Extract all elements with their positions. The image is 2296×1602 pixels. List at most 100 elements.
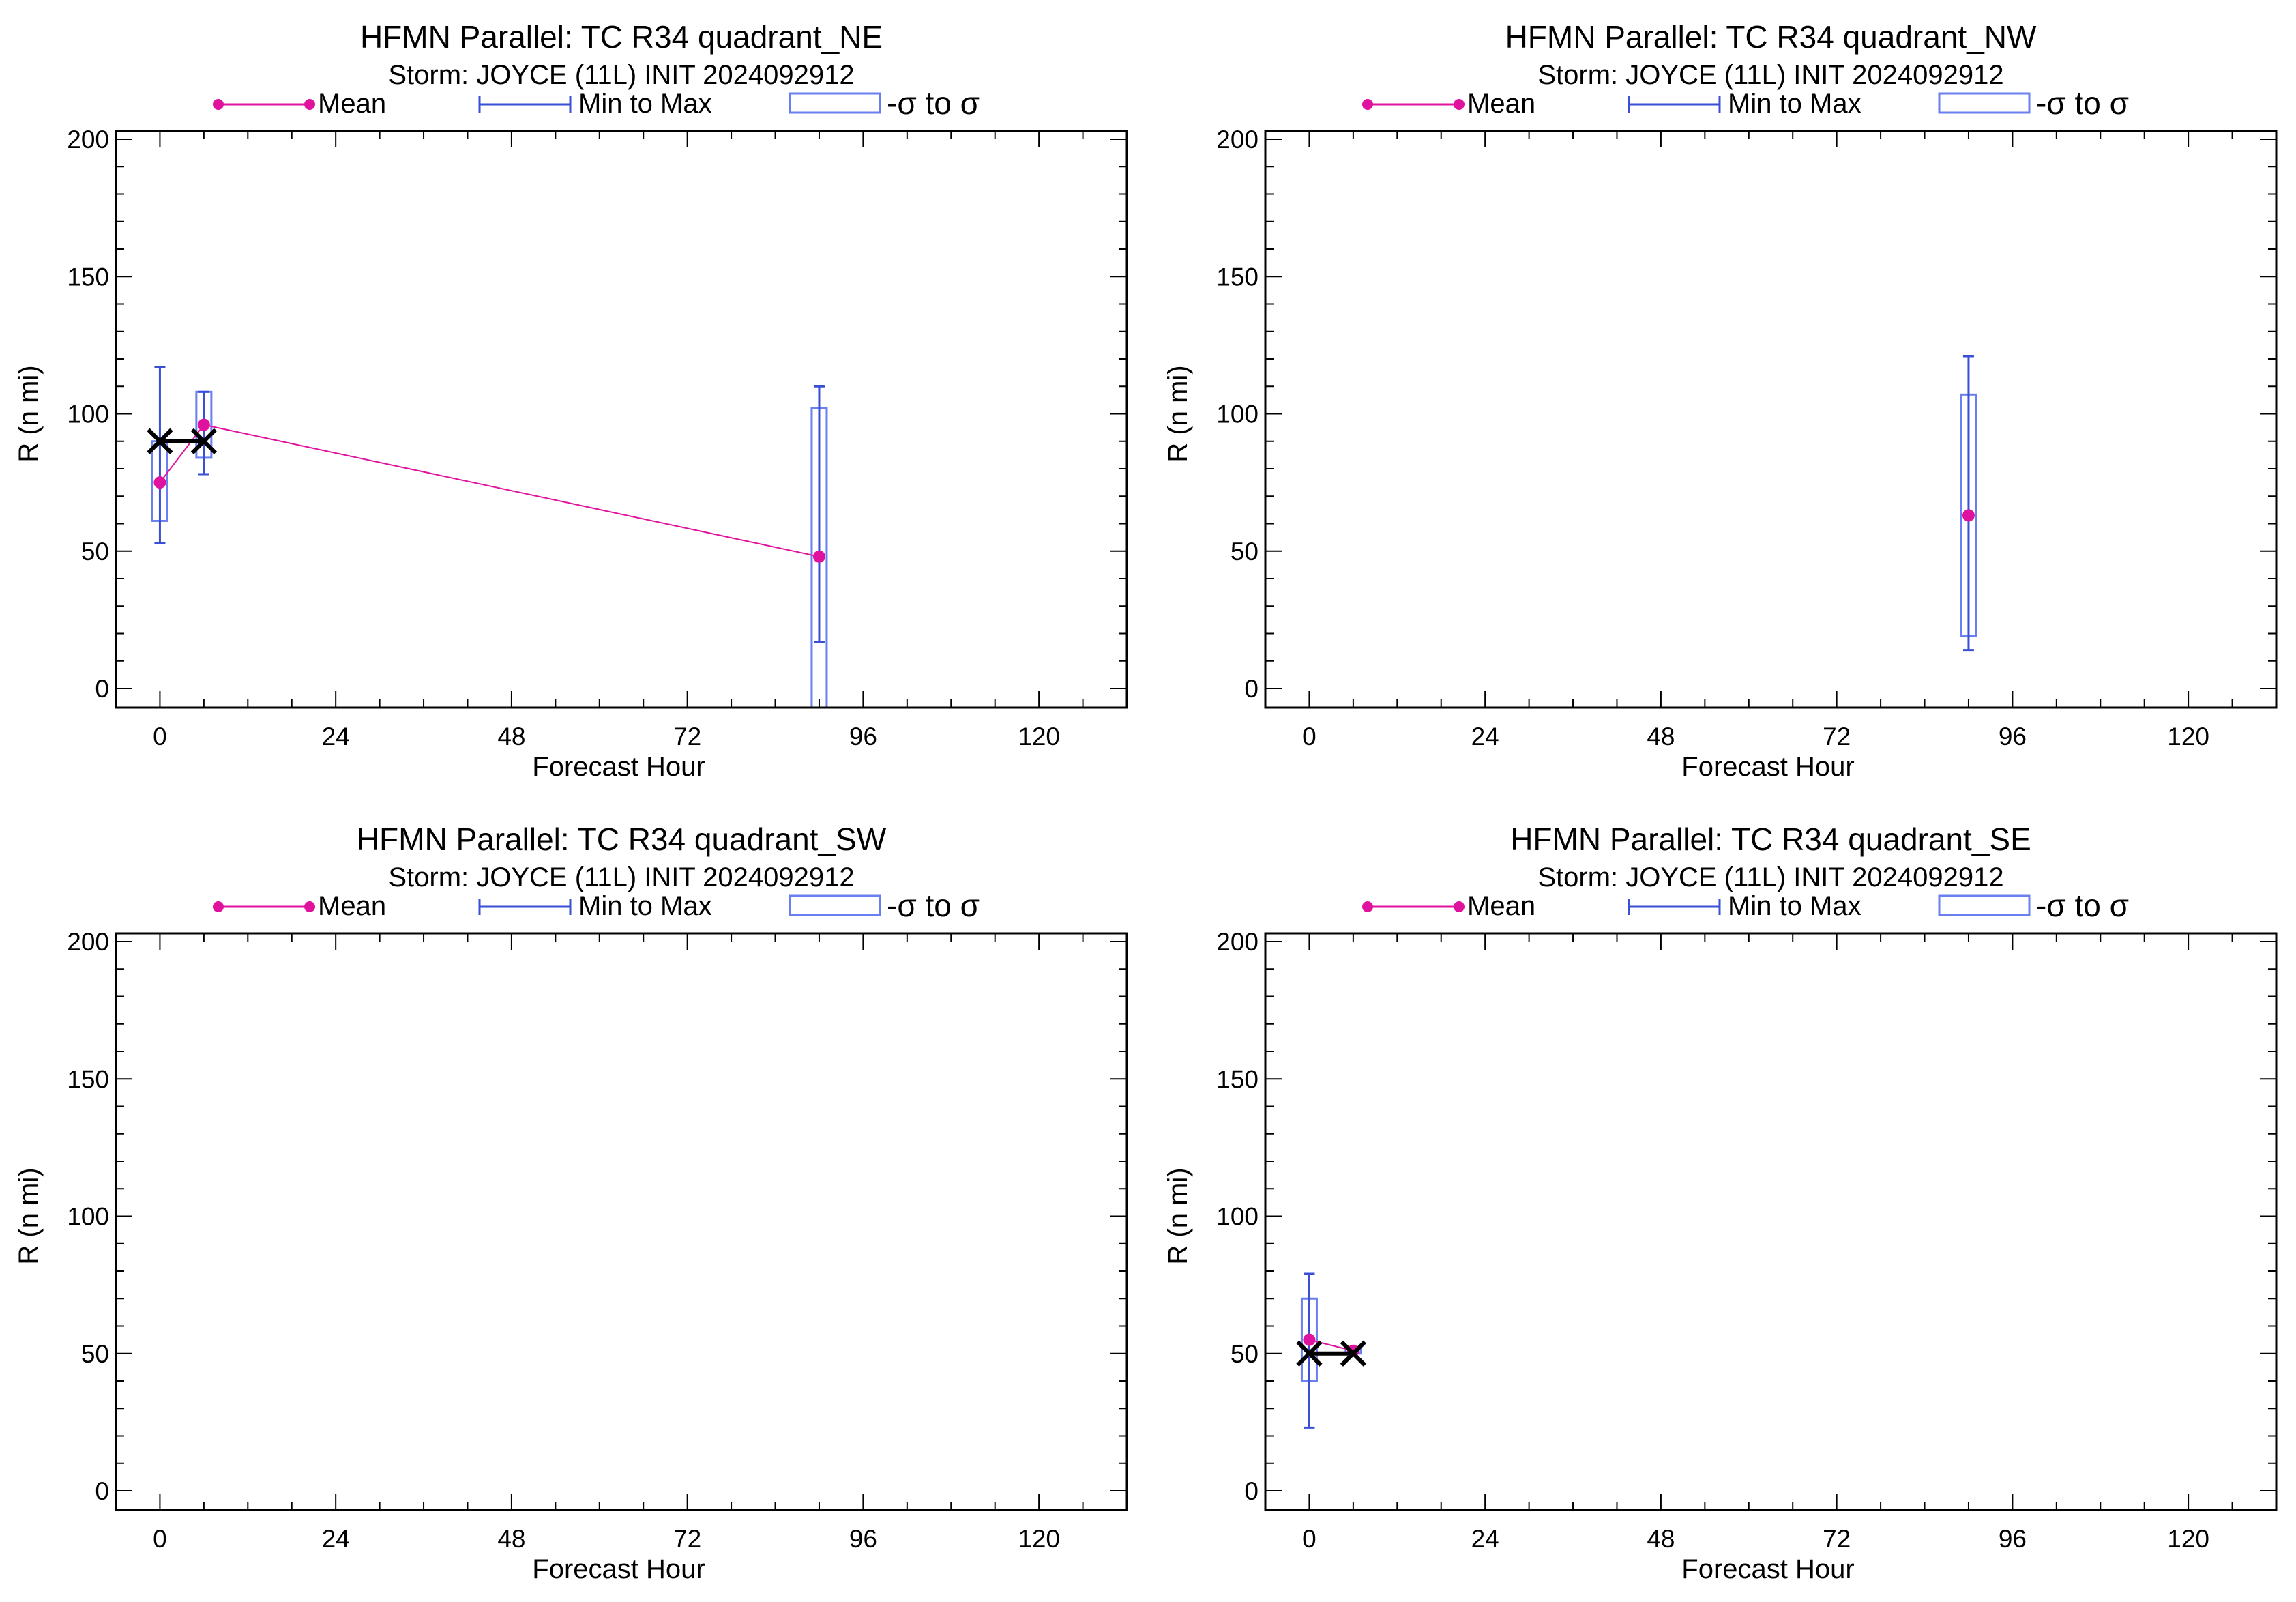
y-tick-label: 50 — [1231, 538, 1259, 566]
y-tick-label: 150 — [1216, 1065, 1259, 1093]
chart-panel-4: HFMN Parallel: TC R34 quadrant_SE Storm: … — [1163, 821, 2278, 1584]
best-track-marker-1 — [190, 428, 217, 454]
legend: Mean Min to Max -σ to σ — [1362, 85, 2129, 121]
plot-frame — [1264, 932, 2278, 1511]
x-axis-label: Forecast Hour — [532, 1554, 705, 1584]
legend-mean-dot-left — [1362, 901, 1373, 912]
x-tick-label: 96 — [849, 723, 877, 751]
mean-point-0 — [1962, 509, 1975, 522]
y-tick-label: 200 — [67, 126, 109, 154]
legend-sigma-box — [789, 894, 881, 916]
legend: Mean Min to Max -σ to σ — [213, 85, 980, 121]
y-tick-label: 0 — [1244, 1477, 1259, 1505]
y-tick-label: 100 — [1216, 1203, 1259, 1231]
legend-mean-dot-left — [1362, 99, 1373, 110]
legend-minmax-label: Min to Max — [578, 89, 712, 119]
x-tick-label: 72 — [1823, 723, 1851, 751]
mean-point-2 — [812, 550, 825, 563]
chart-panel-2: HFMN Parallel: TC R34 quadrant_NW Storm: … — [1163, 19, 2278, 782]
x-tick-label: 24 — [322, 723, 350, 751]
legend-sigma-box — [1938, 894, 2031, 916]
legend-sigma-label: -σ to σ — [2036, 888, 2129, 923]
y-axis-label: R (n mi) — [1163, 1167, 1193, 1264]
y-axis-label: R (n mi) — [14, 1167, 44, 1264]
legend-sigma-label: -σ to σ — [887, 85, 980, 121]
legend-mean-label: Mean — [318, 89, 386, 119]
legend-mean-dot-left — [213, 99, 224, 110]
y-tick-label: 0 — [95, 1477, 109, 1505]
legend-minmax-label: Min to Max — [1728, 89, 1861, 119]
legend-mean-label: Mean — [1467, 89, 1535, 119]
x-axis-label: Forecast Hour — [1681, 1554, 1854, 1584]
mean-point-0 — [1303, 1333, 1316, 1346]
plot-frame — [115, 130, 1128, 709]
plot-frame — [115, 932, 1128, 1511]
x-tick-label: 24 — [1471, 1525, 1499, 1553]
x-tick-label: 0 — [1302, 723, 1316, 751]
x-tick-label: 72 — [1823, 1525, 1851, 1553]
y-tick-label: 100 — [67, 1203, 109, 1231]
x-tick-label: 48 — [497, 1525, 525, 1553]
chart-panel-1: HFMN Parallel: TC R34 quadrant_NE Storm: … — [14, 19, 1128, 782]
chart-subtitle: Storm: JOYCE (11L) INIT 2024092912 — [388, 60, 854, 90]
x-tick-label: 72 — [673, 723, 701, 751]
y-axis-label: R (n mi) — [14, 365, 44, 462]
y-tick-label: 100 — [1216, 400, 1259, 428]
y-tick-label: 50 — [81, 1340, 109, 1368]
x-tick-label: 48 — [497, 723, 525, 751]
y-tick-label: 200 — [1216, 126, 1259, 154]
x-tick-label: 24 — [1471, 723, 1499, 751]
y-tick-label: 200 — [1216, 928, 1259, 956]
chart-title: HFMN Parallel: TC R34 quadrant_SE — [1510, 821, 2031, 857]
y-tick-label: 100 — [67, 400, 109, 428]
data-marks — [1296, 1272, 1366, 1429]
mean-point-0 — [153, 476, 166, 489]
legend-mean-dot-right — [304, 901, 315, 912]
y-tick-label: 50 — [1231, 1340, 1259, 1368]
x-tick-label: 0 — [153, 723, 167, 751]
x-tick-label: 120 — [1018, 1525, 1060, 1553]
legend-minmax-label: Min to Max — [1728, 891, 1861, 921]
chart-subtitle: Storm: JOYCE (11L) INIT 2024092912 — [1537, 60, 2003, 90]
y-tick-label: 150 — [67, 263, 109, 291]
x-tick-label: 120 — [1018, 723, 1060, 751]
y-tick-label: 0 — [1244, 675, 1259, 703]
x-axis-label: Forecast Hour — [532, 752, 705, 782]
y-tick-label: 150 — [1216, 263, 1259, 291]
mean-point-1 — [197, 418, 210, 431]
legend-mean-label: Mean — [318, 891, 386, 921]
x-tick-label: 96 — [1999, 723, 2027, 751]
x-tick-label: 24 — [322, 1525, 350, 1553]
x-axis-label: Forecast Hour — [1681, 752, 1854, 782]
legend-minmax-label: Min to Max — [578, 891, 712, 921]
x-tick-label: 0 — [1302, 1525, 1316, 1553]
x-tick-label: 120 — [2167, 723, 2209, 751]
legend-sigma-label: -σ to σ — [2036, 85, 2129, 121]
y-tick-label: 0 — [95, 675, 109, 703]
mean-line — [159, 424, 820, 557]
x-tick-label: 72 — [673, 1525, 701, 1553]
legend-mean-dot-right — [1454, 99, 1465, 110]
legend-mean-dot-left — [213, 901, 224, 912]
x-tick-label: 120 — [2167, 1525, 2209, 1553]
x-tick-label: 48 — [1647, 723, 1675, 751]
chart-title: HFMN Parallel: TC R34 quadrant_NE — [360, 19, 883, 55]
x-tick-label: 48 — [1647, 1525, 1675, 1553]
y-tick-label: 150 — [67, 1065, 109, 1093]
chart-subtitle: Storm: JOYCE (11L) INIT 2024092912 — [1537, 862, 2003, 892]
legend: Mean Min to Max -σ to σ — [213, 888, 980, 923]
x-tick-label: 0 — [153, 1525, 167, 1553]
x-tick-label: 96 — [849, 1525, 877, 1553]
y-tick-label: 50 — [81, 538, 109, 566]
y-axis-label: R (n mi) — [1163, 365, 1193, 462]
chart-title: HFMN Parallel: TC R34 quadrant_NW — [1505, 19, 2037, 55]
chart-title: HFMN Parallel: TC R34 quadrant_SW — [357, 821, 887, 857]
chart-panel-3: HFMN Parallel: TC R34 quadrant_SW Storm: … — [14, 821, 1128, 1584]
best-track-marker-0 — [1296, 1340, 1323, 1367]
best-track-marker-1 — [1340, 1340, 1366, 1367]
legend-sigma-box — [1938, 92, 2031, 114]
legend: Mean Min to Max -σ to σ — [1362, 888, 2129, 923]
legend-mean-label: Mean — [1467, 891, 1535, 921]
legend-mean-dot-right — [304, 99, 315, 110]
